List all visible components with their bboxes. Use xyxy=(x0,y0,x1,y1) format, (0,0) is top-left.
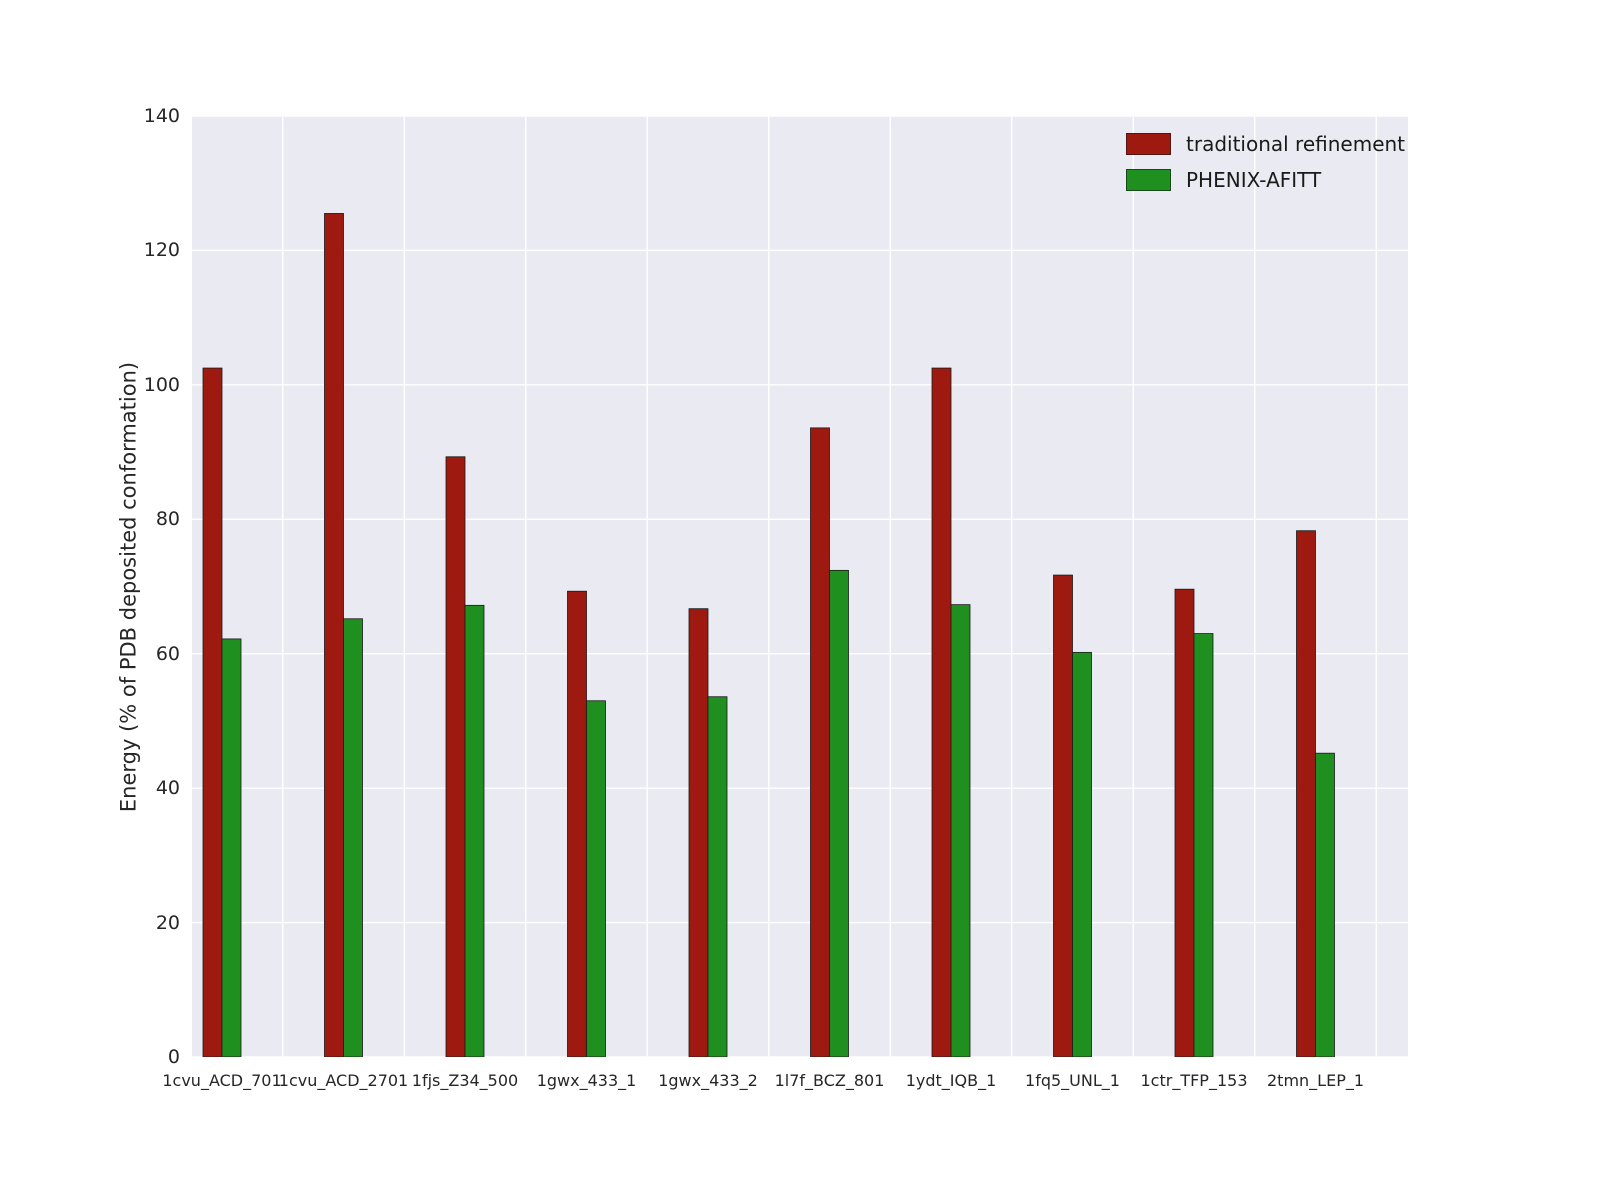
x-tick-label: 1fjs_Z34_500 xyxy=(411,1071,519,1090)
y-tick-label: 0 xyxy=(167,1046,180,1068)
bar-traditional-refinement-1gwx_433_1 xyxy=(567,590,587,1057)
bar-traditional-refinement-1ydt_IQB_1 xyxy=(931,367,952,1057)
x-tick-label: 2tmn_LEP_1 xyxy=(1266,1071,1365,1090)
bar-PHENIX-AFITT-1cvu_ACD_701 xyxy=(221,638,242,1057)
bar-PHENIX-AFITT-1l7f_BCZ_801 xyxy=(829,569,849,1057)
bar-traditional-refinement-1cvu_ACD_701 xyxy=(202,367,223,1057)
bar-traditional-refinement-1gwx_433_2 xyxy=(688,608,709,1057)
bar-traditional-refinement-1fjs_Z34_500 xyxy=(445,456,466,1057)
legend-item-phenix-afitt: PHENIX-AFITT xyxy=(1126,168,1405,192)
bar-traditional-refinement-1fq5_UNL_1 xyxy=(1053,574,1073,1057)
bar-traditional-refinement-1l7f_BCZ_801 xyxy=(810,427,830,1057)
legend-label-traditional-refinement: traditional refinement xyxy=(1186,132,1406,156)
bar-traditional-refinement-2tmn_LEP_1 xyxy=(1296,530,1316,1057)
bar-PHENIX-AFITT-1fjs_Z34_500 xyxy=(464,604,485,1057)
plot-area: traditional refinement PHENIX-AFITT xyxy=(192,116,1408,1057)
y-tick-label: 40 xyxy=(155,777,180,800)
x-tick-label: 1ydt_IQB_1 xyxy=(905,1071,997,1090)
bar-PHENIX-AFITT-1gwx_433_1 xyxy=(586,700,606,1057)
x-tick-label: 1cvu_ACD_701 xyxy=(162,1071,282,1090)
bar-PHENIX-AFITT-1ctr_TFP_153 xyxy=(1193,633,1214,1057)
bar-PHENIX-AFITT-1cvu_ACD_2701 xyxy=(343,618,363,1057)
legend-item-traditional-refinement: traditional refinement xyxy=(1126,132,1405,156)
x-tick-label: 1l7f_BCZ_801 xyxy=(774,1071,885,1090)
x-tick-label: 1ctr_TFP_153 xyxy=(1140,1071,1248,1090)
legend-swatch-phenix-afitt xyxy=(1126,169,1171,191)
x-tick-label: 1cvu_ACD_2701 xyxy=(278,1071,409,1090)
bar-traditional-refinement-1ctr_TFP_153 xyxy=(1174,588,1195,1057)
x-tick-label: 1fq5_UNL_1 xyxy=(1025,1071,1120,1090)
bar-PHENIX-AFITT-1gwx_433_2 xyxy=(707,696,728,1057)
y-tick-label: 60 xyxy=(155,642,180,665)
x-tick-label: 1gwx_433_1 xyxy=(536,1071,637,1090)
bar-traditional-refinement-1cvu_ACD_2701 xyxy=(324,213,344,1057)
y-tick-label: 100 xyxy=(143,373,180,396)
chart-canvas xyxy=(192,116,1408,1057)
bar-PHENIX-AFITT-1fq5_UNL_1 xyxy=(1072,651,1092,1057)
y-tick-label: 120 xyxy=(143,239,180,262)
legend-swatch-traditional-refinement xyxy=(1126,133,1171,155)
bar-PHENIX-AFITT-1ydt_IQB_1 xyxy=(950,604,971,1057)
y-tick-label: 80 xyxy=(155,508,180,531)
legend-label-phenix-afitt: PHENIX-AFITT xyxy=(1186,168,1322,192)
bar-PHENIX-AFITT-2tmn_LEP_1 xyxy=(1315,752,1335,1057)
x-tick-label: 1gwx_433_2 xyxy=(658,1071,758,1090)
y-tick-label: 20 xyxy=(155,911,180,934)
y-tick-label: 140 xyxy=(143,105,180,127)
legend: traditional refinement PHENIX-AFITT xyxy=(1126,132,1405,192)
